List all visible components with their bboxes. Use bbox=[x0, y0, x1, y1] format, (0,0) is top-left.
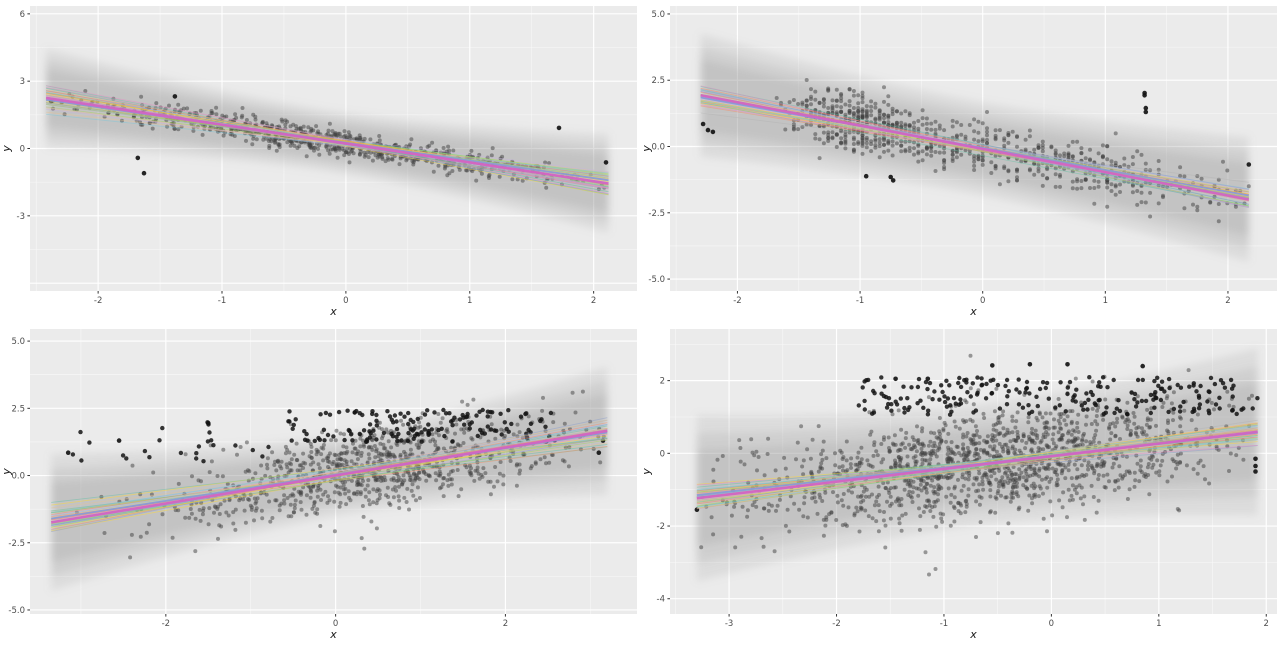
main-regression-line bbox=[696, 430, 1258, 500]
axis-tick-marks bbox=[27, 13, 595, 294]
svg-text:0: 0 bbox=[1049, 619, 1054, 629]
svg-text:3: 3 bbox=[20, 77, 25, 87]
svg-text:-2.5: -2.5 bbox=[8, 539, 25, 549]
svg-text:2.5: 2.5 bbox=[11, 404, 25, 414]
svg-text:5.0: 5.0 bbox=[651, 10, 665, 20]
y-axis-tick-labels: -5.0 -2.5 0.0 2.5 5.0 bbox=[8, 337, 25, 616]
main-regression-line bbox=[700, 93, 1250, 201]
svg-text:-3: -3 bbox=[17, 212, 25, 222]
svg-text:0.0: 0.0 bbox=[651, 143, 665, 153]
y-axis-tick-labels: -3 0 3 6 bbox=[17, 10, 25, 222]
svg-text:-5.0: -5.0 bbox=[8, 606, 25, 616]
svg-text:-1: -1 bbox=[940, 619, 948, 629]
svg-text:0: 0 bbox=[980, 296, 985, 306]
panel-top-left: -2 -1 0 1 2 -3 0 3 6 x y bbox=[0, 0, 640, 323]
svg-text:-1: -1 bbox=[218, 296, 226, 306]
svg-text:1: 1 bbox=[1103, 296, 1108, 306]
svg-text:1: 1 bbox=[1156, 619, 1161, 629]
y-axis-tick-labels: -5.0 -2.5 0.0 2.5 5.0 bbox=[648, 10, 665, 285]
svg-text:2: 2 bbox=[591, 296, 596, 306]
svg-text:-1: -1 bbox=[856, 296, 864, 306]
svg-text:1: 1 bbox=[467, 296, 472, 306]
axis-tick-marks bbox=[27, 340, 506, 617]
svg-text:5.0: 5.0 bbox=[11, 337, 25, 347]
y-axis-title: y bbox=[0, 145, 13, 153]
outlier-points bbox=[48, 94, 609, 176]
y-axis-title: y bbox=[0, 468, 13, 476]
scatter-chart-top-left: -2 -1 0 1 2 -3 0 3 6 x y bbox=[0, 6, 637, 318]
scatter-chart-bottom-left: -2 0 2 -5.0 -2.5 0.0 2.5 5.0 x y bbox=[0, 329, 637, 641]
outlier-points bbox=[700, 90, 1252, 183]
svg-text:-2: -2 bbox=[832, 619, 840, 629]
x-axis-title: x bbox=[329, 628, 337, 641]
scatter-chart-bottom-right: -3 -2 -1 0 1 2 -4 -2 0 2 x y bbox=[640, 329, 1277, 641]
svg-text:0.0: 0.0 bbox=[11, 472, 25, 482]
svg-text:-2: -2 bbox=[657, 522, 665, 532]
x-axis-tick-labels: -3 -2 -1 0 1 2 bbox=[725, 619, 1269, 629]
axis-tick-marks bbox=[667, 380, 1267, 617]
x-axis-tick-labels: -2 -1 0 1 2 bbox=[733, 296, 1230, 306]
panel-bottom-left: -2 0 2 -5.0 -2.5 0.0 2.5 5.0 x y bbox=[0, 323, 640, 646]
x-axis-tick-labels: -2 0 2 bbox=[162, 619, 509, 629]
axis-tick-marks bbox=[667, 13, 1229, 294]
svg-text:2: 2 bbox=[1264, 619, 1269, 629]
y-axis-title: y bbox=[640, 145, 653, 153]
svg-text:2: 2 bbox=[1225, 296, 1230, 306]
svg-text:0: 0 bbox=[343, 296, 348, 306]
svg-text:0: 0 bbox=[333, 619, 338, 629]
x-axis-tick-labels: -2 -1 0 1 2 bbox=[94, 296, 596, 306]
svg-text:0: 0 bbox=[20, 145, 25, 155]
y-axis-title: y bbox=[640, 468, 653, 476]
y-axis-tick-labels: -4 -2 0 2 bbox=[657, 377, 665, 605]
svg-text:2.5: 2.5 bbox=[651, 76, 665, 86]
svg-text:-3: -3 bbox=[725, 619, 733, 629]
panel-top-right: -2 -1 0 1 2 -5.0 -2.5 0.0 2.5 5.0 x y bbox=[640, 0, 1280, 323]
svg-text:-2.5: -2.5 bbox=[648, 209, 665, 219]
main-regression-line bbox=[45, 96, 609, 185]
scatter-chart-top-right: -2 -1 0 1 2 -5.0 -2.5 0.0 2.5 5.0 x y bbox=[640, 6, 1277, 318]
svg-text:-2: -2 bbox=[162, 619, 170, 629]
svg-text:2: 2 bbox=[660, 377, 665, 387]
svg-text:0: 0 bbox=[660, 449, 665, 459]
panel-bottom-right: -3 -2 -1 0 1 2 -4 -2 0 2 x y bbox=[640, 323, 1280, 646]
outlier-points bbox=[694, 362, 1258, 512]
svg-text:6: 6 bbox=[20, 10, 25, 20]
x-axis-title: x bbox=[329, 305, 337, 318]
svg-text:-2: -2 bbox=[94, 296, 102, 306]
x-axis-title: x bbox=[969, 305, 977, 318]
svg-text:-2: -2 bbox=[733, 296, 741, 306]
svg-text:2: 2 bbox=[503, 619, 508, 629]
svg-text:-5.0: -5.0 bbox=[648, 275, 665, 285]
main-regression-line bbox=[51, 429, 608, 524]
x-axis-title: x bbox=[969, 628, 977, 641]
svg-text:-4: -4 bbox=[657, 595, 665, 605]
